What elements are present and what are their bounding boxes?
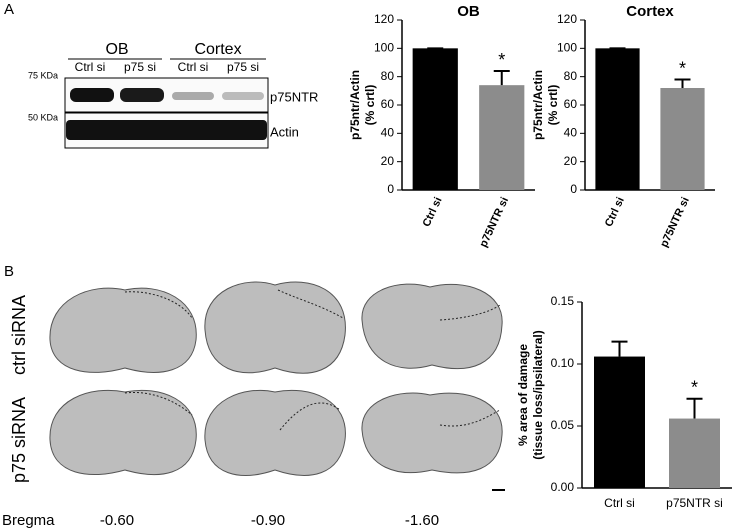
y-tick-label: 120 — [374, 12, 394, 26]
y-tick-label: 40 — [564, 126, 578, 140]
y-tick-label: 0.05 — [551, 418, 575, 432]
band-label: p75NTR — [270, 89, 318, 104]
y-axis-label: (tissue loss/ipsilateral) — [531, 330, 545, 459]
y-axis-label: p75ntr/Actin — [348, 70, 362, 140]
marker-label: 75 KDa — [28, 70, 58, 80]
x-tick-label: Ctrl si — [603, 195, 627, 228]
blot-band — [120, 88, 164, 102]
bar — [595, 48, 640, 191]
y-tick-label: 0.00 — [551, 480, 575, 494]
y-tick-label: 100 — [374, 41, 394, 55]
bar — [594, 356, 645, 488]
damage-outline — [439, 304, 501, 321]
error-bar — [493, 70, 510, 86]
significance: * — [679, 58, 686, 78]
y-tick-label: 0 — [387, 182, 394, 196]
bregma-value: -0.90 — [251, 512, 285, 529]
bregma-value: -0.60 — [100, 512, 134, 529]
y-axis-label: p75ntr/Actin — [531, 70, 545, 140]
bar — [479, 85, 525, 190]
damage-outline — [279, 402, 341, 431]
error-bar — [611, 340, 628, 357]
error-bar — [674, 78, 691, 88]
x-tick-label: p75NTR si — [658, 195, 692, 249]
x-tick-label: Ctrl si — [604, 496, 635, 510]
band-label: Actin — [270, 124, 299, 139]
brain-section — [204, 281, 346, 374]
blot-group: OB — [105, 41, 128, 58]
panel-label: A — [4, 1, 14, 18]
y-tick-label: 80 — [564, 69, 578, 83]
blot-band — [222, 92, 264, 100]
blot-band — [172, 92, 214, 100]
y-tick-label: 20 — [564, 154, 578, 168]
error-bar — [686, 397, 703, 419]
y-tick-label: 40 — [381, 126, 395, 140]
bar — [660, 88, 705, 190]
lane-label: p75 si — [124, 60, 156, 74]
row-label: p75 siRNA — [9, 397, 29, 483]
blot-band — [66, 120, 267, 140]
damage-outline — [124, 391, 193, 416]
row-label: ctrl siRNA — [9, 295, 29, 375]
damage-outline — [124, 291, 193, 319]
marker-label: 50 KDa — [28, 112, 58, 122]
y-tick-label: 0.10 — [551, 356, 575, 370]
bregma-label: Bregma — [2, 512, 55, 529]
y-tick-label: 20 — [381, 154, 395, 168]
y-tick-label: 60 — [564, 97, 578, 111]
y-axis-label: (% crtl) — [546, 85, 560, 126]
damage-outlines — [124, 289, 501, 431]
chart-title: OB — [457, 3, 480, 20]
blot-group: Cortex — [194, 41, 241, 58]
blot-band — [70, 88, 114, 102]
x-tick-label: p75NTR si — [666, 496, 723, 510]
brain-images — [49, 281, 503, 476]
x-tick-label: p75NTR si — [477, 195, 511, 249]
brain-section — [49, 389, 197, 476]
y-tick-label: 60 — [381, 97, 395, 111]
y-tick-label: 0 — [570, 182, 577, 196]
y-tick-label: 0.15 — [551, 294, 575, 308]
significance: * — [498, 50, 505, 70]
brain-section — [204, 389, 346, 476]
y-axis-label: (% crtl) — [363, 85, 377, 126]
lane-label: Ctrl si — [75, 60, 106, 74]
bar — [669, 418, 720, 488]
bar — [412, 48, 458, 191]
chart-title: Cortex — [626, 3, 674, 20]
lane-label: Ctrl si — [178, 60, 209, 74]
significance: * — [691, 377, 698, 397]
panel-label: B — [4, 263, 14, 280]
y-axis-label: % area of damage — [516, 344, 530, 446]
x-tick-label: Ctrl si — [421, 195, 445, 228]
lane-label: p75 si — [227, 60, 259, 74]
brain-section — [49, 287, 197, 373]
y-tick-label: 80 — [381, 69, 395, 83]
brain-section — [361, 392, 503, 474]
brain-section — [361, 283, 503, 370]
bregma-value: -1.60 — [405, 512, 439, 529]
y-tick-label: 120 — [557, 12, 577, 26]
y-tick-label: 100 — [557, 41, 577, 55]
